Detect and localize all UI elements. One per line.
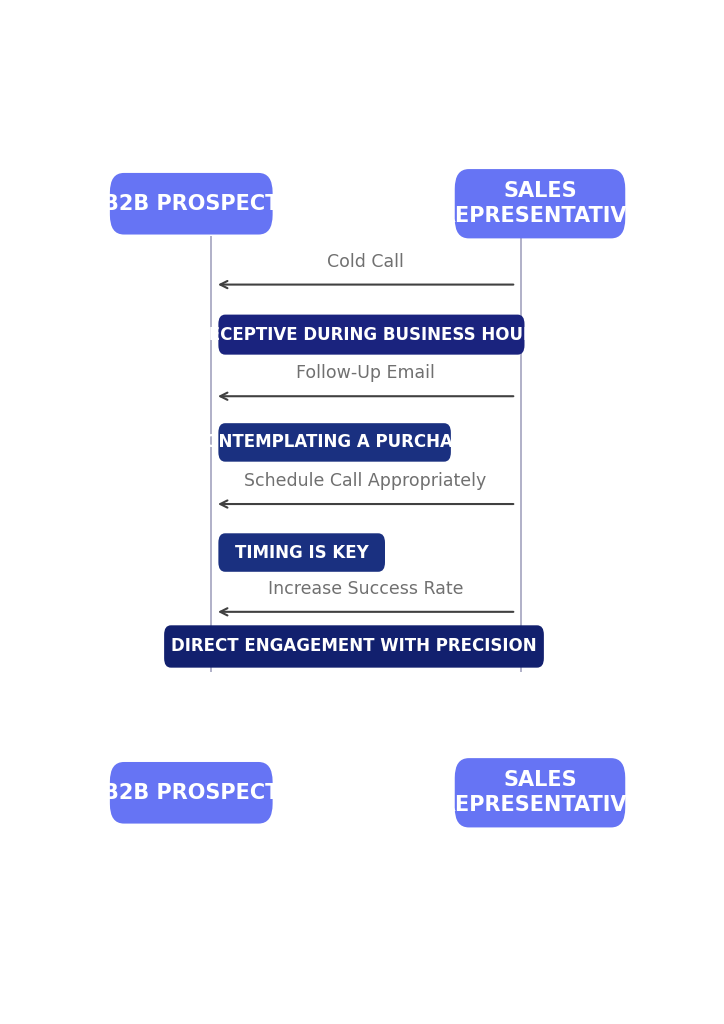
FancyBboxPatch shape (219, 534, 385, 571)
Text: B2B PROSPECT: B2B PROSPECT (103, 194, 279, 214)
Text: Schedule Call Appropriately: Schedule Call Appropriately (245, 472, 487, 490)
FancyBboxPatch shape (164, 626, 544, 668)
Text: B2B PROSPECT: B2B PROSPECT (103, 782, 279, 803)
Text: TIMING IS KEY: TIMING IS KEY (235, 544, 369, 561)
Text: CONTEMPLATING A PURCHASE: CONTEMPLATING A PURCHASE (193, 433, 476, 452)
Text: SALES
REPRESENTATIVE: SALES REPRESENTATIVE (439, 181, 641, 226)
Text: SALES
REPRESENTATIVE: SALES REPRESENTATIVE (439, 770, 641, 815)
FancyBboxPatch shape (455, 758, 626, 827)
FancyBboxPatch shape (219, 314, 524, 354)
FancyBboxPatch shape (219, 423, 451, 462)
Text: RECEPTIVE DURING BUSINESS HOURS: RECEPTIVE DURING BUSINESS HOURS (195, 326, 547, 344)
FancyBboxPatch shape (110, 173, 273, 234)
FancyBboxPatch shape (455, 169, 626, 239)
Text: DIRECT ENGAGEMENT WITH PRECISION: DIRECT ENGAGEMENT WITH PRECISION (171, 638, 536, 655)
FancyBboxPatch shape (110, 762, 273, 823)
Text: Follow-Up Email: Follow-Up Email (296, 365, 435, 382)
Text: Increase Success Rate: Increase Success Rate (268, 580, 463, 598)
Text: Cold Call: Cold Call (327, 253, 404, 270)
